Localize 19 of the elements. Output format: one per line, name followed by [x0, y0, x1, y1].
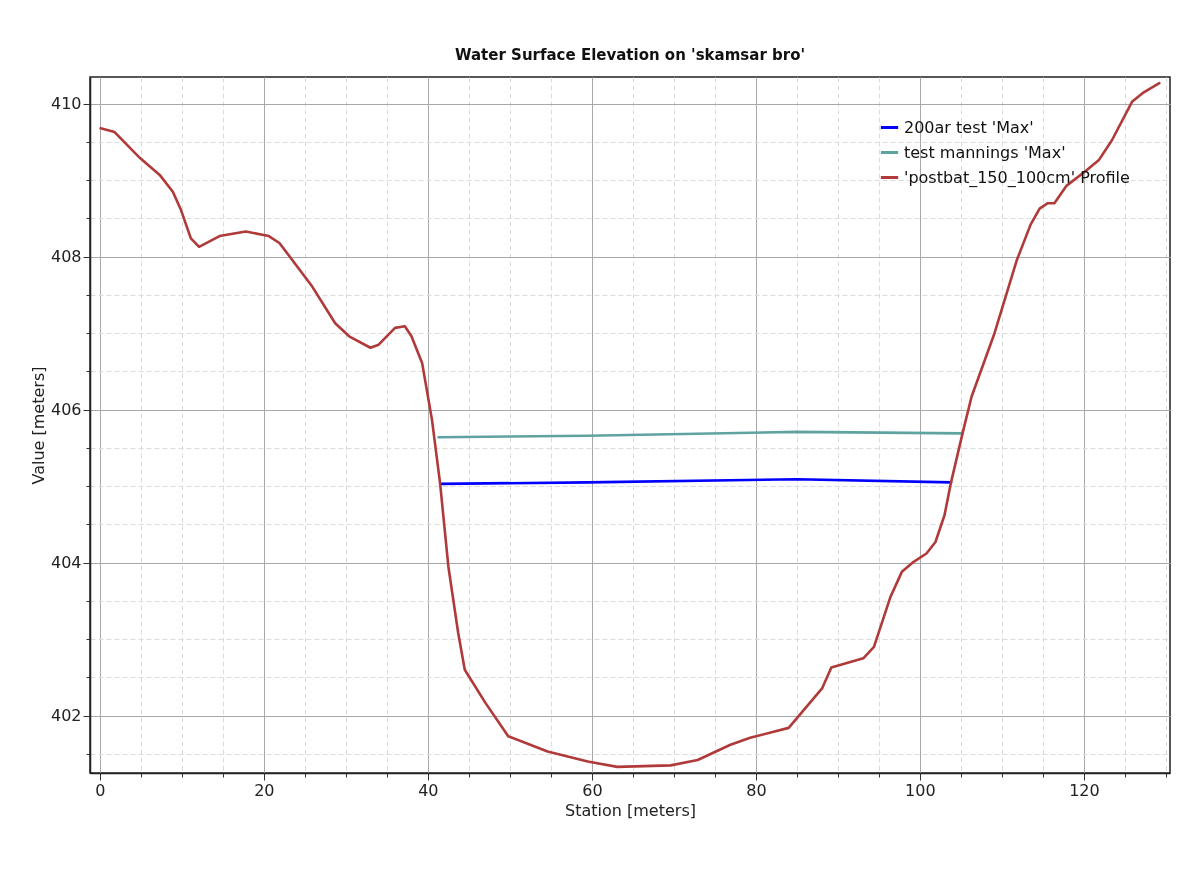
x-tick-label: 80: [746, 780, 767, 800]
y-tick-label: 406: [50, 400, 82, 420]
y-axis-title: Value [meters]: [28, 366, 48, 485]
x-tick-label: 20: [254, 780, 275, 800]
x-tick-label: 120: [1069, 780, 1100, 800]
legend-label: 200ar test 'Max': [904, 117, 1034, 137]
chart-title: Water Surface Elevation on 'skamsar bro': [454, 46, 806, 64]
y-tick-label: 404: [50, 553, 82, 573]
legend-label: test mannings 'Max': [904, 142, 1066, 162]
line-series: [99, 81, 1161, 769]
x-tick-label: 60: [582, 780, 603, 800]
x-tick-label: 0: [95, 780, 106, 800]
legend-label: 'postbat_150_100cm' Profile: [904, 167, 1130, 188]
y-tick-label: 408: [50, 247, 82, 267]
y-tick-label: 402: [50, 706, 82, 726]
x-tick-label: 40: [418, 780, 439, 800]
x-axis-title: Station [meters]: [565, 800, 696, 820]
y-tick-label: 410: [50, 94, 82, 114]
x-tick-label: 100: [905, 780, 936, 800]
